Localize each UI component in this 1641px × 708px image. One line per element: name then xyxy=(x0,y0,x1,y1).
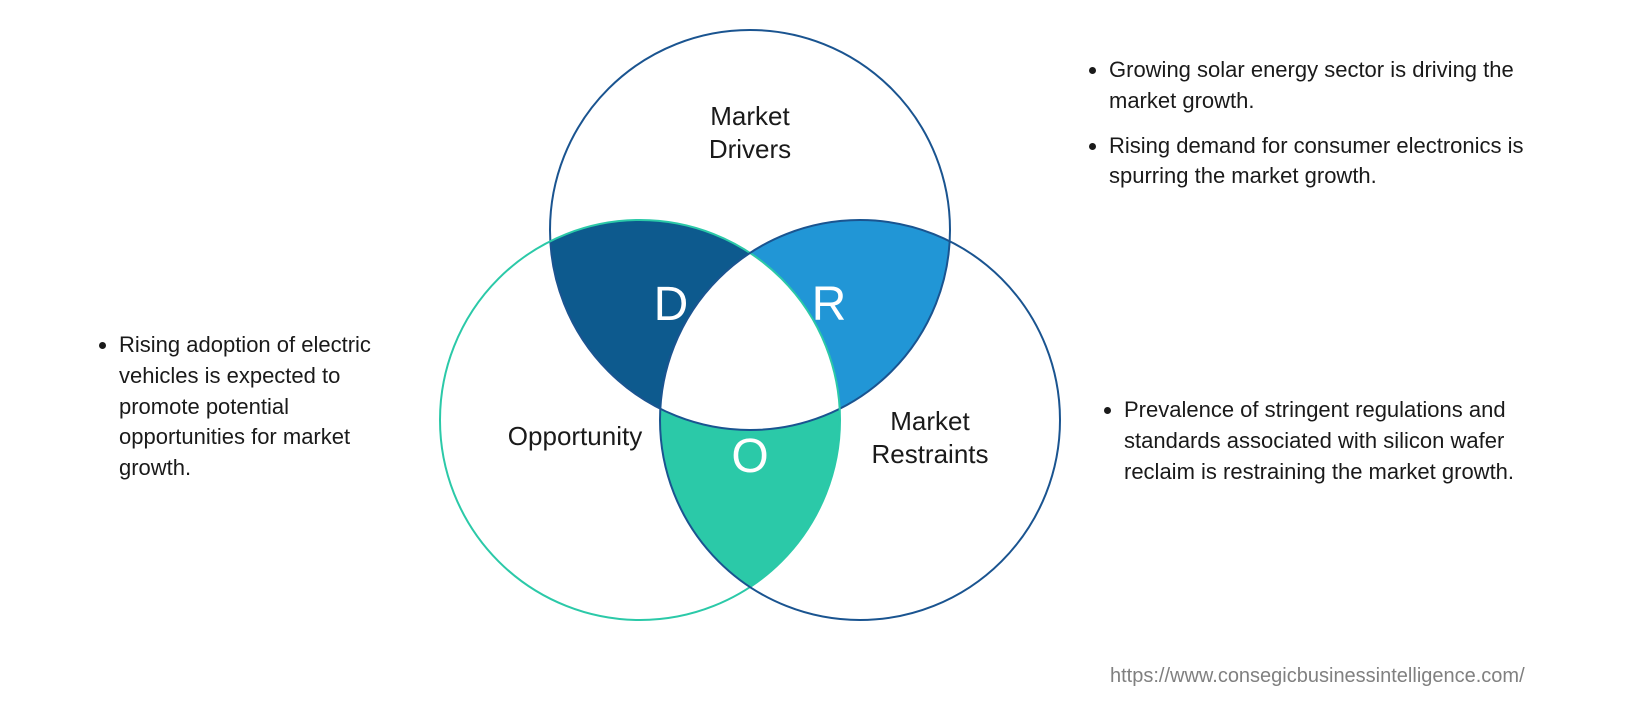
opportunity-bullets: Rising adoption of electric vehicles is … xyxy=(95,330,385,498)
label-drivers-line1: MarketDrivers xyxy=(709,101,791,164)
label-drivers: MarketDrivers xyxy=(700,100,800,165)
label-restraints: MarketRestraints xyxy=(860,405,1000,470)
drivers-bullet-2: Rising demand for consumer electronics i… xyxy=(1109,131,1545,193)
drivers-bullets: Growing solar energy sector is driving t… xyxy=(1085,55,1545,206)
footer-url: https://www.consegicbusinessintelligence… xyxy=(1110,665,1525,688)
restraints-bullet-1: Prevalence of stringent regulations and … xyxy=(1124,395,1530,487)
label-opportunity-text: Opportunity xyxy=(508,421,642,451)
label-opportunity: Opportunity xyxy=(485,420,665,453)
opportunity-bullet-1: Rising adoption of electric vehicles is … xyxy=(119,330,385,484)
letter-o: O xyxy=(731,430,768,483)
letter-d: D xyxy=(654,278,689,331)
letter-r: R xyxy=(812,278,847,331)
label-restraints-text: MarketRestraints xyxy=(871,406,988,469)
drivers-bullet-1: Growing solar energy sector is driving t… xyxy=(1109,55,1545,117)
venn-diagram: D R O MarketDrivers Opportunity MarketRe… xyxy=(430,20,1070,660)
restraints-bullets: Prevalence of stringent regulations and … xyxy=(1100,395,1530,501)
